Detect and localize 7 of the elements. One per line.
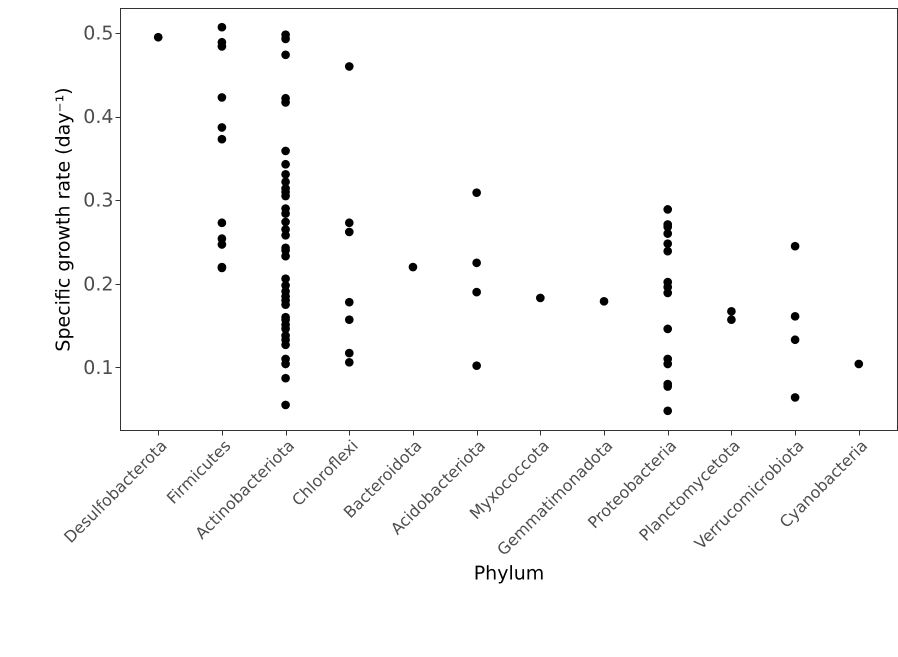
y-tick-label: 0.4: [83, 106, 114, 128]
y-tick-label: 0.3: [83, 190, 114, 212]
x-axis-title: Phylum: [474, 562, 544, 585]
y-tick-label: 0.2: [83, 273, 114, 296]
y-axis-title: Specific growth rate (day⁻¹): [52, 87, 74, 352]
y-tick-label: 0.5: [83, 22, 114, 45]
y-tick-label: 0.1: [83, 356, 114, 379]
